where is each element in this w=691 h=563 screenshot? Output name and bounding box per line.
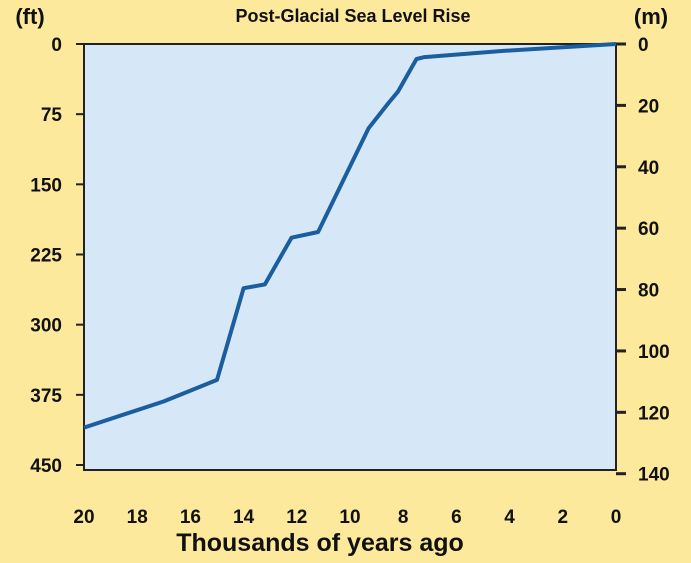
y-tick-label-m: 0 <box>638 35 649 56</box>
x-tick-label: 0 <box>611 507 622 528</box>
y-tick-label-ft: 375 <box>30 386 62 407</box>
y-tick-label-ft: 150 <box>30 175 62 196</box>
y-tick-label-ft: 450 <box>30 456 62 477</box>
plot-area <box>83 43 617 471</box>
x-tick-label: 18 <box>127 507 148 528</box>
y-tick-label-m: 140 <box>638 465 670 486</box>
sea-level-line <box>83 42 617 430</box>
x-tick-label: 12 <box>286 507 307 528</box>
y-tick-label-ft: 300 <box>30 316 62 337</box>
x-tick-label: 6 <box>451 507 462 528</box>
x-tick-label: 16 <box>180 507 201 528</box>
y-tick-label-m: 40 <box>638 158 659 179</box>
x-tick-label: 10 <box>339 507 360 528</box>
x-axis-label: Thousands of years ago <box>176 529 464 557</box>
y-tick-label-m: 20 <box>638 96 659 117</box>
y-tick-label-m: 120 <box>638 403 670 424</box>
y-tick-label-ft: 225 <box>30 246 62 267</box>
left-axis-unit: (ft) <box>15 4 44 29</box>
x-tick-label: 2 <box>558 507 569 528</box>
x-tick-label: 20 <box>73 507 94 528</box>
y-tick-label-m: 60 <box>638 219 659 240</box>
y-tick-label-ft: 0 <box>51 35 62 56</box>
chart-title: Post-Glacial Sea Level Rise <box>235 6 470 26</box>
right-axis-unit: (m) <box>634 4 668 29</box>
x-tick-label: 8 <box>398 507 409 528</box>
x-tick-label: 4 <box>504 507 515 528</box>
y-tick-label-ft: 75 <box>41 105 63 126</box>
y-tick-label-m: 80 <box>638 281 659 302</box>
x-tick-label: 14 <box>233 507 255 528</box>
y-tick-label-m: 100 <box>638 342 670 363</box>
